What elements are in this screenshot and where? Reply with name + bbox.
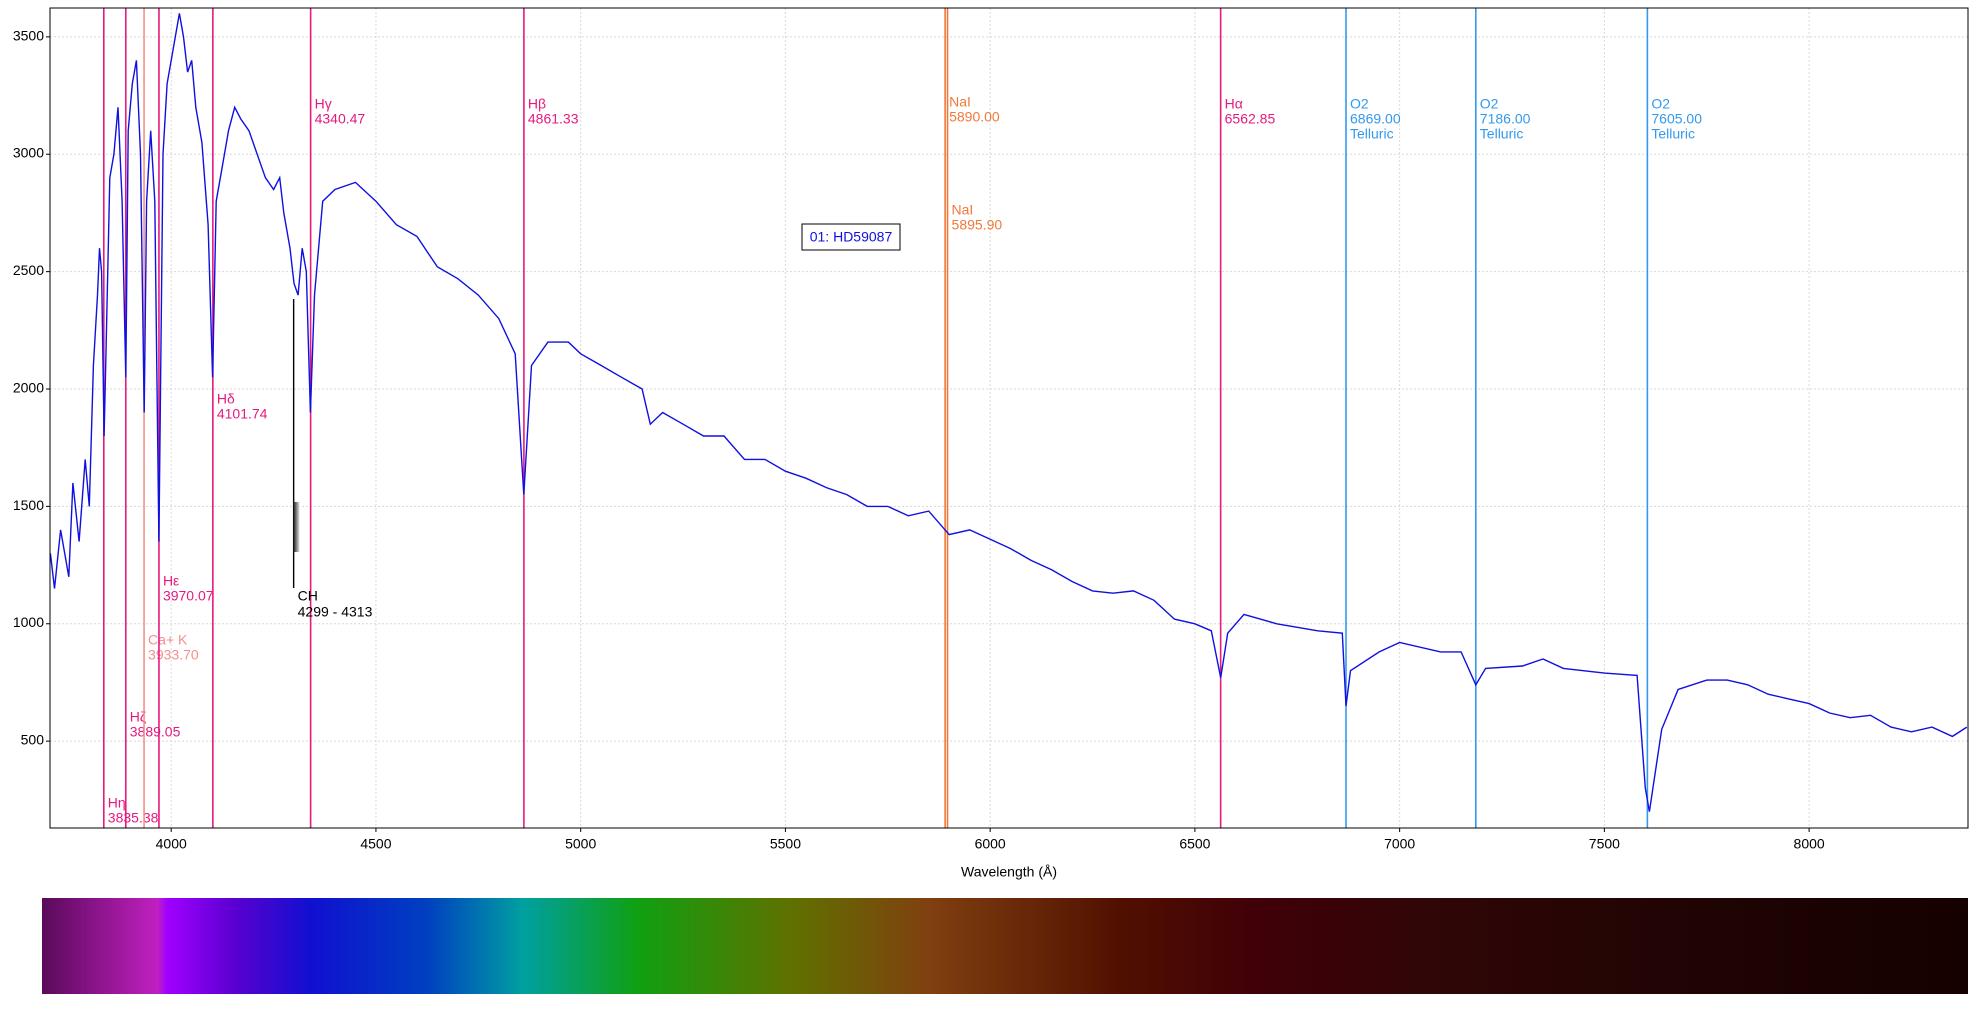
x-tick-label: 8000 — [1794, 835, 1825, 851]
chart: 4000 4500 5000 5500 6000 6500 7000 7500 8000 500 1… — [0, 0, 1977, 1029]
spectrum-strip — [42, 898, 1968, 994]
line-label: Hγ — [315, 95, 332, 111]
line-label: Hη — [108, 794, 126, 810]
line-wavelength: 3835.38 — [108, 809, 159, 825]
line-wavelength: 7605.00 — [1651, 110, 1702, 126]
line-label: Hδ — [217, 390, 235, 406]
x-tick-label: 5500 — [770, 835, 801, 851]
line-label: NaI — [949, 93, 971, 109]
line-note: Telluric — [1651, 125, 1695, 141]
y-tick-label: 2500 — [13, 262, 44, 278]
line-wavelength: 3970.07 — [163, 587, 214, 603]
line-label: O2 — [1350, 95, 1369, 111]
x-tick-label: 6000 — [975, 835, 1006, 851]
x-tick-label: 4500 — [360, 835, 391, 851]
line-note: Telluric — [1480, 125, 1524, 141]
y-tick-label: 1000 — [13, 614, 44, 630]
x-tick-label: 4000 — [156, 835, 187, 851]
line-wavelength: 3933.70 — [148, 646, 199, 662]
line-wavelength: 6562.85 — [1225, 110, 1276, 126]
x-tick-label: 7500 — [1589, 835, 1620, 851]
y-tick-label: 2000 — [13, 379, 44, 395]
line-wavelength: 4861.33 — [528, 110, 579, 126]
line-wavelength: 5890.00 — [949, 108, 1000, 124]
line-wavelength: 3889.05 — [130, 723, 181, 739]
band-label: CH — [298, 587, 318, 603]
line-wavelength: 7186.00 — [1480, 110, 1531, 126]
y-tick-label: 1500 — [13, 497, 44, 513]
line-label: Ca+ K — [148, 631, 188, 647]
line-wavelength: 5895.90 — [952, 216, 1003, 232]
y-tick-label: 500 — [21, 732, 45, 748]
line-label: O2 — [1651, 95, 1670, 111]
legend-label: 01: HD59087 — [810, 228, 893, 244]
line-wavelength: 4340.47 — [315, 110, 366, 126]
y-tick-label: 3500 — [13, 27, 44, 43]
band-range — [294, 502, 300, 552]
line-wavelength: 6869.00 — [1350, 110, 1401, 126]
line-label: NaI — [952, 201, 974, 217]
plot-area: 4000 4500 5000 5500 6000 6500 7000 7500 8000 500 1… — [13, 8, 1968, 851]
line-label: Hβ — [528, 95, 546, 111]
line-note: Telluric — [1350, 125, 1394, 141]
line-wavelength: 4101.74 — [217, 405, 268, 421]
page: 4000 4500 5000 5500 6000 6500 7000 7500 8000 500 1… — [0, 0, 1977, 1029]
line-label: Hα — [1225, 95, 1243, 111]
x-tick-label: 7000 — [1384, 835, 1415, 851]
y-tick-label: 3000 — [13, 145, 44, 161]
x-axis-label: Wavelength (Å) — [961, 863, 1057, 879]
x-tick-label: 5000 — [565, 835, 596, 851]
line-label: O2 — [1480, 95, 1499, 111]
band-range-label: 4299 - 4313 — [298, 603, 373, 619]
line-label: Hε — [163, 572, 179, 588]
x-tick-label: 6500 — [1179, 835, 1210, 851]
